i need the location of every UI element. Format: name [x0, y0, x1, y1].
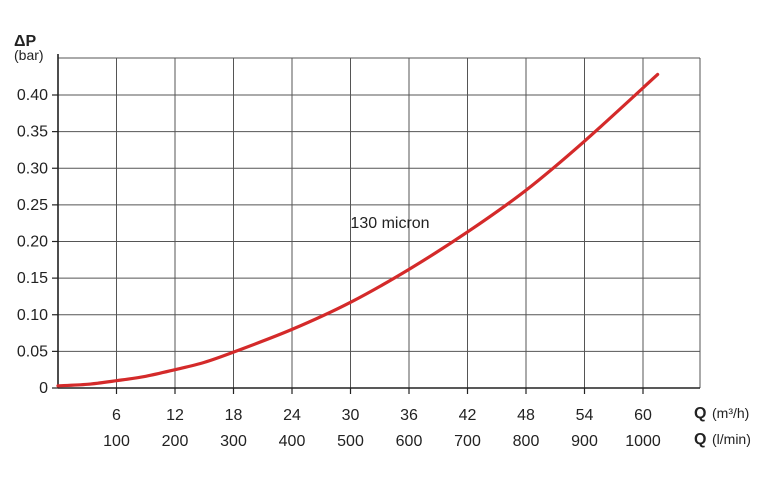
y-tick-label: 0.10 [17, 307, 48, 324]
grid [58, 57, 701, 389]
x-tick-label-m3h: 36 [400, 407, 418, 424]
axes [52, 54, 700, 394]
y-tick-label: 0.25 [17, 197, 48, 214]
x-tick-label-lmin: 600 [396, 433, 423, 450]
y-axis-unit: (bar) [14, 47, 44, 63]
x-tick-label-m3h: 42 [459, 407, 477, 424]
x-tick-label-lmin: 700 [454, 433, 481, 450]
x-tick-label-m3h: 6 [112, 407, 121, 424]
y-tick-label: 0.20 [17, 234, 48, 251]
x-tick-label-lmin: 900 [571, 433, 598, 450]
series-curve-130-micron [56, 72, 660, 388]
x-tick-label-lmin: 300 [220, 433, 247, 450]
y-tick-label: 0 [39, 380, 48, 397]
x-tick-label-lmin: 200 [162, 433, 189, 450]
y-axis-symbol: ΔP [14, 33, 37, 50]
x-axis-unit-lmin: (l/min) [712, 431, 751, 447]
y-tick-label: 0.40 [17, 87, 48, 104]
y-tick-label: 0.05 [17, 343, 48, 360]
series-label: 130 micron [350, 215, 429, 232]
y-tick-label: 0.30 [17, 160, 48, 177]
x-tick-label-m3h: 24 [283, 407, 301, 424]
x-axis-symbol-lmin: Q [694, 431, 706, 448]
labels: 0 0.05 0.10 0.15 0.20 0.25 0.30 0.35 0.40 6 100 12 2… [14, 33, 751, 450]
y-tick-label: 0.35 [17, 124, 48, 141]
x-tick-label-m3h: 54 [576, 407, 594, 424]
y-tick-label: 0.15 [17, 270, 48, 287]
x-tick-label-lmin: 500 [337, 433, 364, 450]
x-tick-label-m3h: 12 [166, 407, 184, 424]
x-tick-label-lmin: 1000 [625, 433, 661, 450]
x-tick-label-lmin: 100 [103, 433, 130, 450]
series-layer [56, 72, 660, 388]
x-axis-symbol-m3h: Q [694, 405, 706, 422]
x-tick-label-m3h: 30 [342, 407, 360, 424]
x-axis-unit-m3h: (m³/h) [712, 405, 749, 421]
x-tick-label-m3h: 60 [634, 407, 652, 424]
x-tick-label-lmin: 800 [513, 433, 540, 450]
x-tick-label-m3h: 18 [225, 407, 243, 424]
x-tick-label-m3h: 48 [517, 407, 535, 424]
x-tick-label-lmin: 400 [279, 433, 306, 450]
